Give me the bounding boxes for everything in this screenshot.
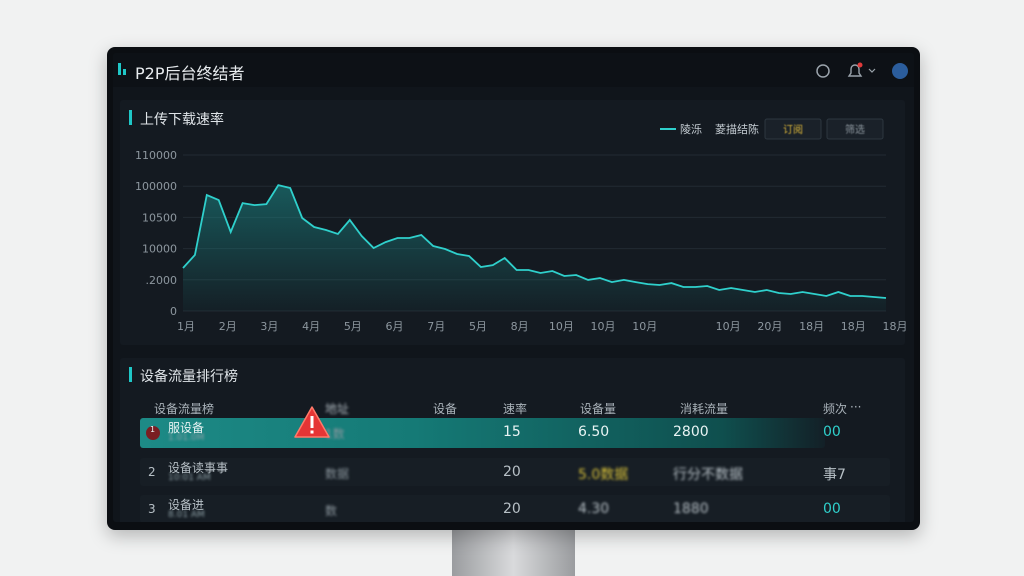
x-tick-label: 1月 — [177, 320, 195, 333]
table-row — [140, 495, 890, 522]
column-header: ··· — [850, 400, 862, 414]
settings-icon[interactable] — [816, 64, 830, 78]
device-name: 服设备 — [168, 421, 205, 435]
device-address: 数 — [325, 504, 338, 518]
x-tick-label: 8月 — [511, 320, 529, 333]
device-name: 设备读事事 — [168, 461, 229, 475]
column-header: 设备流量榜 — [154, 402, 215, 416]
button[interactable] — [826, 118, 884, 140]
x-tick-label: 5月 — [344, 320, 362, 333]
x-tick-label: 10月 — [591, 320, 616, 333]
y-tick-label: 110000 — [135, 149, 177, 162]
x-tick-label: 18月 — [799, 320, 824, 333]
device-time: 10:01 AM — [168, 473, 211, 483]
x-tick-label: 20月 — [757, 320, 782, 333]
monitor: P2P后台终结者 上传下载速率 0.2000 10000 10500 100000 11… — [107, 47, 920, 530]
rank: 3 — [148, 502, 156, 516]
app-title: P2P后台终结者 — [135, 64, 245, 83]
rank-badge — [146, 426, 160, 440]
frequency: 00 — [823, 501, 841, 517]
table-row — [140, 418, 825, 448]
y-tick-label: 100000 — [135, 180, 177, 193]
chart: 0 .2000 10000 10500 100000 110000 1月 2月 3月 4月 5月 6月… — [135, 118, 908, 333]
column-header: 消耗流量 — [680, 402, 729, 416]
button-label: 订阅 — [783, 123, 803, 136]
table-panel: 设备流量排行榜 设备流量榜 地址 设备 速率 设备量 消耗流量 频次 ··· 1 服设备 1.01.… — [120, 358, 905, 522]
title-accent — [129, 110, 132, 125]
consumption: 2800 — [673, 424, 709, 440]
avatar[interactable] — [892, 63, 908, 79]
button-label: 筛选 — [845, 123, 865, 136]
x-tick-label: 4月 — [302, 320, 320, 333]
rank: 1 — [150, 425, 156, 434]
button[interactable] — [764, 118, 822, 140]
volume: 5.0数据 — [578, 467, 629, 483]
rank: 2 — [148, 465, 156, 479]
chart-title: 上传下载速率 — [140, 112, 224, 128]
monitor-stand — [452, 528, 575, 576]
x-tick-label: 10月 — [549, 320, 574, 333]
title-accent — [129, 367, 132, 382]
frequency: 00 — [823, 424, 841, 440]
volume: 6.50 — [578, 424, 610, 440]
device-time: 8.01 AM — [168, 510, 205, 520]
x-tick-label: 18月 — [883, 320, 908, 333]
x-tick-label: 6月 — [386, 320, 404, 333]
column-header: 速率 — [503, 402, 528, 416]
rate: 20 — [503, 501, 521, 517]
consumption: 1880 — [673, 501, 709, 517]
y-tick-label: 10000 — [142, 243, 177, 256]
y-tick-label: 0 — [170, 305, 177, 318]
consumption: 行分不数据 — [673, 467, 743, 483]
logo — [123, 69, 126, 75]
table-title: 设备流量排行榜 — [140, 369, 238, 385]
top-icons — [816, 62, 908, 79]
line — [182, 184, 887, 299]
column-header: 设备量 — [580, 402, 617, 416]
x-tick-label: 5月 — [469, 320, 487, 333]
notification-icon[interactable] — [847, 64, 863, 77]
table-row — [140, 458, 890, 486]
warning-mark — [310, 416, 314, 428]
x-tick-label: 10月 — [632, 320, 657, 333]
column-header: 设备 — [433, 402, 458, 416]
frequency: 事7 — [823, 467, 846, 483]
logo — [118, 63, 121, 75]
warning-icon — [294, 406, 330, 438]
column-header: 频次 — [823, 402, 848, 416]
volume: 4.30 — [578, 501, 610, 517]
x-tick-label: 10月 — [716, 320, 741, 333]
screen: P2P后台终结者 上传下载速率 0.2000 10000 10500 100000 11… — [113, 53, 914, 522]
device-name: 设备进 — [168, 498, 205, 512]
legend-label: 菱描结陈 — [715, 122, 759, 136]
device-address: 数据 — [325, 467, 350, 481]
x-tick-label: 18月 — [841, 320, 866, 333]
y-tick-label: 10500 — [142, 211, 177, 224]
device-address: 1数 — [325, 427, 345, 441]
device-time: 1.01.0M — [168, 433, 205, 443]
top-bar: P2P后台终结者 — [113, 53, 914, 87]
column-header: 地址 — [325, 402, 350, 416]
x-tick-label: 3月 — [260, 320, 278, 333]
legend-label: 陵泺 — [680, 123, 702, 136]
warning-mark — [310, 430, 314, 434]
x-tick-label: 7月 — [427, 320, 445, 333]
x-tick-label: 2月 — [219, 320, 237, 333]
dropdown-icon[interactable] — [868, 68, 876, 73]
notification-dot — [857, 62, 863, 68]
area — [183, 185, 886, 311]
rate: 20 — [503, 464, 521, 480]
rate: 15 — [503, 424, 521, 440]
y-tick-label: .2000 — [146, 274, 178, 287]
